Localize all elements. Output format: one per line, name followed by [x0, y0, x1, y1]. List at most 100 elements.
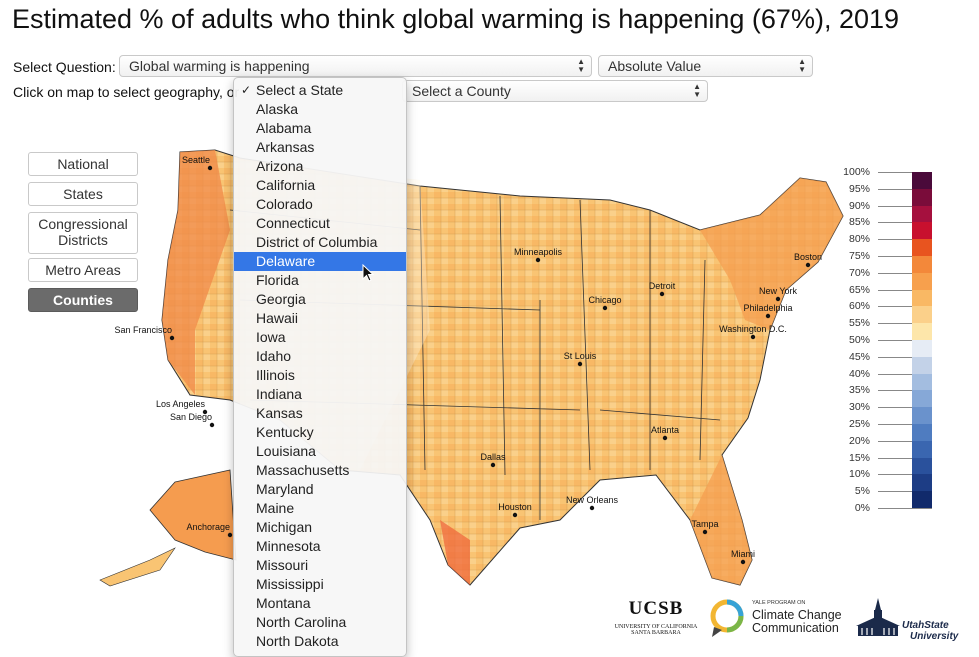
- city-dot-philadelphia: [765, 313, 771, 319]
- state-option-arizona[interactable]: Arizona: [256, 158, 304, 174]
- ucsb-logo-name: UCSB: [628, 598, 684, 619]
- state-option-connecticut[interactable]: Connecticut: [256, 215, 330, 231]
- value-type-select[interactable]: Absolute Value ▲ ▼: [598, 55, 813, 77]
- state-option-arkansas[interactable]: Arkansas: [256, 139, 315, 155]
- county-select[interactable]: Select a County ▲ ▼: [402, 80, 708, 102]
- city-markers: Seattle San Francisco Los Angeles San Diego…: [114, 155, 822, 565]
- state-option-alabama[interactable]: Alabama: [256, 120, 312, 136]
- legend-label: 65%: [848, 283, 870, 296]
- city-label-atlanta: Atlanta: [651, 425, 679, 435]
- usu-logo-line1: UtahState: [902, 620, 949, 631]
- state-option-indiana[interactable]: Indiana: [256, 386, 302, 402]
- legend-tick: [878, 289, 932, 291]
- state-option-mississippi[interactable]: Mississippi: [256, 576, 324, 592]
- city-dot-st-louis: [577, 361, 583, 367]
- state-option-north-carolina[interactable]: North Carolina: [256, 614, 347, 630]
- state-option-district-of-columbia[interactable]: District of Columbia: [256, 234, 378, 250]
- alaska[interactable]: [99, 469, 237, 587]
- state-option-louisiana[interactable]: Louisiana: [256, 443, 316, 459]
- city-dot-new-orleans: [589, 505, 595, 511]
- geo-button-states[interactable]: States: [28, 182, 138, 206]
- state-option-maryland[interactable]: Maryland: [256, 481, 314, 497]
- state-option-georgia[interactable]: Georgia: [256, 291, 306, 307]
- page-title: Estimated % of adults who think global w…: [12, 4, 900, 34]
- old-main-building-icon: [856, 598, 900, 636]
- state-option-iowa[interactable]: Iowa: [256, 329, 286, 345]
- legend-label: 15%: [848, 451, 870, 464]
- city-dot-atlanta: [662, 435, 668, 441]
- yale-logo-line1: Climate Change: [752, 608, 842, 622]
- city-label-los-angeles: Los Angeles: [156, 399, 206, 409]
- legend-swatch: [912, 457, 932, 475]
- city-label-boston: Boston: [794, 252, 822, 262]
- legend-swatch: [912, 491, 932, 508]
- state-option-idaho[interactable]: Idaho: [256, 348, 292, 364]
- us-county-map[interactable]: Seattle San Francisco Los Angeles San Diego…: [0, 140, 860, 610]
- state-option-colorado[interactable]: Colorado: [256, 196, 313, 212]
- legend-label: 85%: [848, 216, 870, 229]
- legend-swatch: [912, 172, 932, 189]
- state-option-north-dakota[interactable]: North Dakota: [256, 633, 339, 649]
- city-label-new-orleans: New Orleans: [566, 495, 619, 505]
- legend-tick: [878, 491, 932, 493]
- legend-label: 40%: [848, 367, 870, 380]
- state-option-missouri[interactable]: Missouri: [256, 557, 309, 573]
- legend-label: 90%: [848, 199, 870, 212]
- city-label-philadelphia: Philadelphia: [743, 303, 792, 313]
- city-dot-seattle: [207, 165, 213, 171]
- city-dot-houston: [512, 512, 518, 518]
- city-dot-boston: [805, 262, 811, 268]
- city-label-st-louis: St Louis: [564, 351, 597, 361]
- legend-tick: [878, 373, 932, 375]
- city-dot-minneapolis: [535, 257, 541, 263]
- legend-swatch: [912, 339, 932, 357]
- legend-tick: [878, 507, 932, 509]
- city-label-houston: Houston: [498, 502, 532, 512]
- city-label-minneapolis: Minneapolis: [514, 247, 563, 257]
- ucsb-logo-sub2: SANTA BARBARA: [631, 630, 681, 636]
- geo-button-congressional-districts[interactable]: Congressional Districts: [28, 212, 138, 254]
- city-dot-detroit: [659, 291, 665, 297]
- city-dot-san-francisco: [169, 335, 175, 341]
- state-option-select-a-state[interactable]: Select a State: [234, 81, 406, 100]
- city-dot-miami: [740, 559, 746, 565]
- city-dot-san-diego: [209, 422, 215, 428]
- state-option-massachusetts[interactable]: Massachusetts: [256, 462, 350, 478]
- state-option-florida[interactable]: Florida: [256, 272, 299, 288]
- geo-button-metro-areas[interactable]: Metro Areas: [28, 258, 138, 282]
- state-option-delaware[interactable]: Delaware: [234, 252, 406, 271]
- select-arrows-icon: ▲ ▼: [693, 82, 701, 99]
- legend-label: 75%: [848, 249, 870, 262]
- legend-swatch: [912, 239, 932, 256]
- legend-swatch: [912, 440, 932, 458]
- city-dot-chicago: [602, 305, 608, 311]
- legend-swatch: [912, 222, 932, 240]
- geo-button-national[interactable]: National: [28, 152, 138, 176]
- geo-button-counties[interactable]: Counties: [28, 288, 138, 312]
- state-option-alaska[interactable]: Alaska: [256, 101, 299, 117]
- state-option-california[interactable]: California: [256, 177, 316, 193]
- value-type-value: Absolute Value: [608, 58, 702, 74]
- state-option-minnesota[interactable]: Minnesota: [256, 538, 321, 554]
- state-option-illinois[interactable]: Illinois: [256, 367, 295, 383]
- state-option-hawaii[interactable]: Hawaii: [256, 310, 299, 326]
- state-option-montana[interactable]: Montana: [256, 595, 311, 611]
- city-label-washington-d-c-: Washington D.C.: [719, 324, 787, 334]
- city-dot-anchorage: [227, 532, 233, 538]
- legend-tick: [878, 390, 932, 392]
- legend-tick: [878, 255, 932, 257]
- legend-label: 95%: [848, 182, 870, 195]
- legend-tick: [878, 339, 932, 341]
- question-select[interactable]: Global warming is happening ▲ ▼: [119, 55, 592, 77]
- state-option-kentucky[interactable]: Kentucky: [256, 424, 314, 440]
- state-option-michigan[interactable]: Michigan: [256, 519, 313, 535]
- yale-logo-small: YALE PROGRAM ON: [752, 600, 806, 606]
- yale-logo-line2: Communication: [752, 621, 839, 635]
- state-option-maine[interactable]: Maine: [256, 500, 295, 516]
- legend-label: 5%: [854, 485, 870, 498]
- question-select-value: Global warming is happening: [129, 58, 310, 74]
- state-option-kansas[interactable]: Kansas: [256, 405, 303, 421]
- legend-tick: [878, 323, 932, 325]
- legend-swatch: [912, 255, 932, 273]
